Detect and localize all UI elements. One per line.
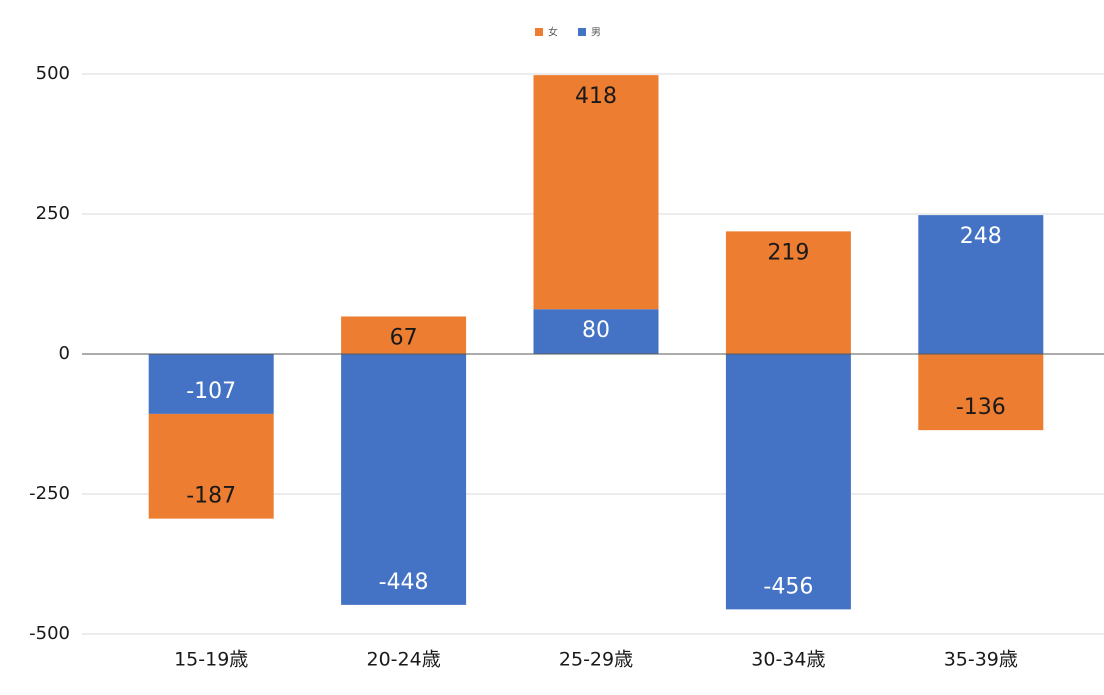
bar-segment <box>148 354 274 414</box>
data-label: -136 <box>956 395 1006 420</box>
y-tick-label: -250 <box>29 483 70 504</box>
data-label: 248 <box>960 224 1002 249</box>
data-label: 219 <box>767 240 809 265</box>
bar-segment <box>725 231 851 354</box>
data-label: 67 <box>390 325 418 350</box>
x-tick-label: 15-19歳 <box>174 649 248 671</box>
legend-label: 男 <box>591 27 601 39</box>
data-label: 418 <box>575 84 617 109</box>
data-label: 80 <box>582 318 610 343</box>
x-tick-label: 20-24歳 <box>366 649 440 671</box>
bar-segment <box>148 413 274 519</box>
x-tick-label: 30-34歳 <box>751 649 825 671</box>
x-tick-label: 25-29歳 <box>559 649 633 671</box>
bar-segment <box>725 354 851 610</box>
data-label: -448 <box>379 570 429 595</box>
y-tick-label: 500 <box>36 63 70 84</box>
bar-segment <box>918 354 1044 431</box>
bar-segment <box>341 354 467 605</box>
y-tick-label: 250 <box>36 203 70 224</box>
data-label: -107 <box>186 379 236 404</box>
bar-segment <box>918 215 1044 354</box>
bar-segment <box>533 309 659 354</box>
data-label: -456 <box>763 574 813 599</box>
bar-segment <box>341 316 467 354</box>
x-tick-label: 35-39歳 <box>944 649 1018 671</box>
y-tick-label: -500 <box>29 623 70 644</box>
legend-label: 女 <box>548 26 558 39</box>
y-tick-label: 0 <box>59 343 70 364</box>
legend-swatch <box>578 28 586 36</box>
legend-swatch <box>535 28 543 36</box>
data-label: -187 <box>186 484 236 509</box>
bar-segment <box>533 75 659 310</box>
